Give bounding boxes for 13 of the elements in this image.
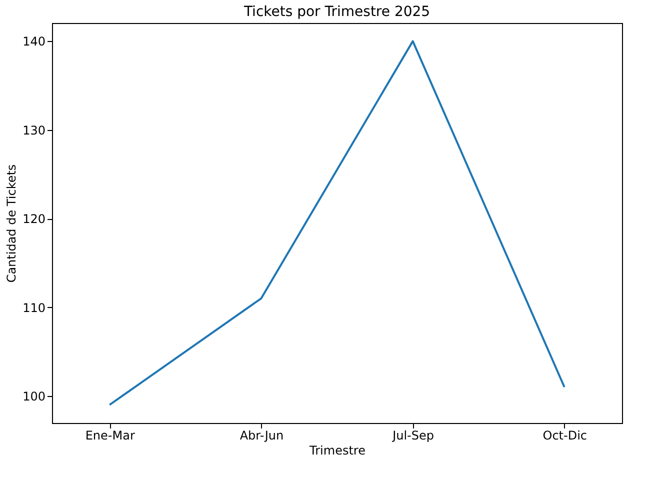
- y-tick-label: 110: [22, 300, 46, 315]
- y-tick-label: 100: [22, 389, 46, 404]
- chart-title: Tickets por Trimestre 2025: [242, 4, 430, 20]
- x-tick-label: Ene-Mar: [85, 428, 135, 442]
- y-tick-label: 130: [22, 123, 46, 138]
- x-tick-label: Jul-Sep: [392, 428, 434, 442]
- y-axis-title: Cantidad de Tickets: [4, 164, 19, 283]
- x-tick-label: Oct-Dic: [542, 428, 588, 442]
- x-tick-label: Abr-Jun: [240, 428, 284, 442]
- line-series: [108, 40, 566, 406]
- x-axis-title: Trimestre: [308, 444, 366, 458]
- y-tick-label: 120: [22, 212, 46, 226]
- y-tick-label: 140: [22, 34, 46, 49]
